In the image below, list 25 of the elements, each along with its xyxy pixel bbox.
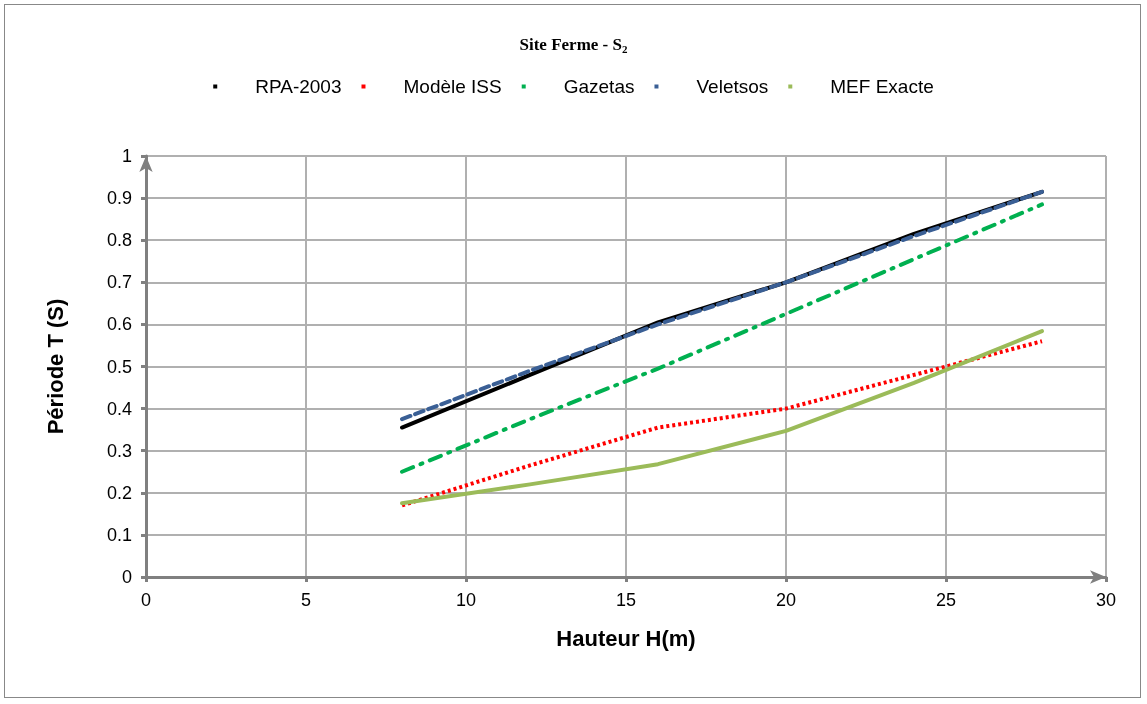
y-tick-label: 0.4 xyxy=(106,398,132,419)
legend-label: RPA-2003 xyxy=(255,76,342,97)
y-tick-label: 0.2 xyxy=(106,482,132,503)
y-tick-label: 0.1 xyxy=(106,524,132,545)
legend-label: Veletsos xyxy=(696,76,769,97)
x-tick-label: 15 xyxy=(615,590,637,610)
x-tick-label: 10 xyxy=(455,590,477,610)
x-tick-label: 5 xyxy=(300,590,312,610)
y-tick-label: 0.7 xyxy=(106,272,132,293)
x-axis-title: Hauteur H(m) xyxy=(556,625,696,651)
legend-label: MEF Exacte xyxy=(830,76,934,97)
y-tick-label: 1 xyxy=(121,146,132,166)
y-tick-label: 0.8 xyxy=(106,230,132,251)
y-tick-label: 0 xyxy=(121,567,132,587)
x-tick-label: 20 xyxy=(775,590,797,610)
y-axis-title: Période T (S) xyxy=(42,298,68,435)
legend-label: Gazetas xyxy=(563,76,635,97)
x-tick-label: 30 xyxy=(1095,590,1117,610)
x-tick-label: 25 xyxy=(935,590,957,610)
legend-label: Modèle ISS xyxy=(403,76,502,97)
y-tick-label: 0.3 xyxy=(106,440,132,461)
y-tick-label: 0.6 xyxy=(106,314,132,335)
y-tick-label: 0.9 xyxy=(106,188,132,209)
y-tick-label: 0.5 xyxy=(106,356,132,377)
x-tick-label: 0 xyxy=(140,590,152,610)
